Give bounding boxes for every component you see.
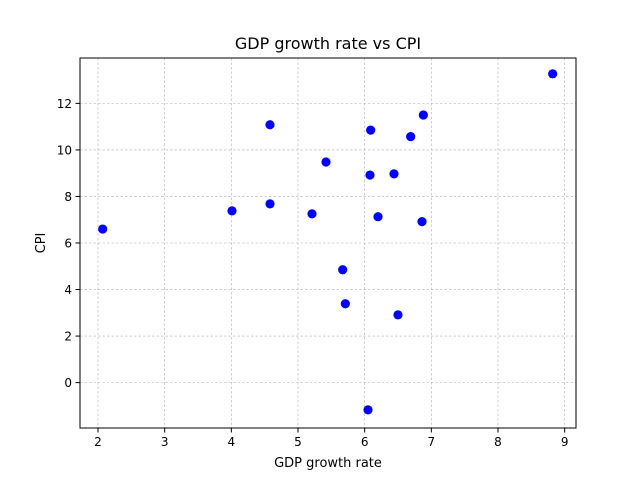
scatter-point [389,169,399,179]
x-tick-label: 8 [494,435,502,449]
scatter-point [365,170,375,180]
y-axis-ticks: 0 2 4 6 8 10 12 [57,97,80,390]
scatter-point [363,405,373,415]
data-points [98,69,558,415]
x-tick-label: 9 [561,435,569,449]
scatter-point [366,125,376,135]
x-tick-label: 2 [94,435,102,449]
scatter-point [340,299,350,309]
y-tick-label: 10 [57,143,72,157]
scatter-point [393,310,403,320]
scatter-point [338,265,348,275]
y-tick-label: 4 [64,283,72,297]
y-tick-label: 12 [57,97,72,111]
y-tick-label: 0 [64,376,72,390]
scatter-point [321,157,331,167]
scatter-point [265,199,275,209]
x-tick-label: 7 [428,435,436,449]
x-axis-ticks: 2 3 4 5 6 7 8 9 [94,428,568,449]
scatter-point [373,212,383,222]
scatter-point [265,120,275,130]
y-tick-label: 8 [64,190,72,204]
scatter-point [548,69,558,79]
scatter-point [418,110,428,120]
x-tick-label: 6 [361,435,369,449]
y-tick-label: 2 [64,330,72,344]
y-axis-label: CPI [34,233,49,254]
x-axis-label: GDP growth rate [274,456,382,471]
grid-lines [80,58,576,428]
scatter-point [227,206,237,216]
scatter-point [406,132,416,142]
x-tick-label: 5 [294,435,302,449]
x-tick-label: 3 [161,435,169,449]
scatter-point [307,209,317,219]
scatter-point [417,216,427,227]
y-tick-label: 6 [64,237,72,251]
x-tick-label: 4 [228,435,236,449]
chart-title: GDP growth rate vs CPI [235,34,421,53]
scatter-point [98,224,108,234]
